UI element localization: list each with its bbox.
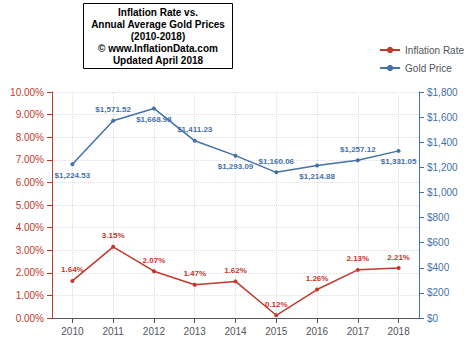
svg-text:$1,400: $1,400 (427, 137, 458, 148)
svg-text:$1,800: $1,800 (427, 87, 458, 98)
svg-text:1.00%: 1.00% (16, 290, 44, 301)
svg-text:1.64%: 1.64% (61, 265, 84, 274)
svg-text:$1,600: $1,600 (427, 112, 458, 123)
svg-text:2011: 2011 (102, 326, 124, 337)
svg-text:(2010-2018): (2010-2018) (131, 31, 185, 42)
svg-text:2015: 2015 (265, 326, 288, 337)
svg-text:$800: $800 (427, 212, 450, 223)
svg-text:2016: 2016 (306, 326, 329, 337)
svg-text:2014: 2014 (224, 326, 247, 337)
svg-text:1.62%: 1.62% (224, 266, 247, 275)
svg-text:$1,331.05: $1,331.05 (381, 157, 417, 166)
svg-text:$1,224.53: $1,224.53 (55, 171, 91, 180)
svg-text:Inflation Rate: Inflation Rate (405, 45, 464, 56)
svg-text:2017: 2017 (347, 326, 370, 337)
svg-text:2.21%: 2.21% (387, 253, 410, 262)
svg-text:2.07%: 2.07% (143, 256, 166, 265)
svg-text:2010: 2010 (61, 326, 84, 337)
svg-text:6.00%: 6.00% (16, 177, 44, 188)
svg-text:10.00%: 10.00% (10, 87, 44, 98)
svg-text:1.26%: 1.26% (306, 274, 329, 283)
svg-text:$1,293.09: $1,293.09 (218, 162, 254, 171)
svg-text:© www.InflationData.com: © www.InflationData.com (98, 43, 218, 54)
svg-text:$1,571.52: $1,571.52 (95, 105, 131, 114)
svg-text:4.00%: 4.00% (16, 222, 44, 233)
svg-text:$0: $0 (427, 313, 439, 324)
svg-text:0.12%: 0.12% (265, 300, 288, 309)
svg-text:2018: 2018 (387, 326, 410, 337)
svg-text:$1,160.06: $1,160.06 (258, 157, 294, 166)
svg-text:Inflation Rate vs.: Inflation Rate vs. (118, 7, 198, 18)
svg-text:9.00%: 9.00% (16, 109, 44, 120)
svg-text:$200: $200 (427, 287, 450, 298)
svg-text:$1,000: $1,000 (427, 187, 458, 198)
svg-text:2.00%: 2.00% (16, 267, 44, 278)
svg-text:$1,668.98: $1,668.98 (136, 115, 172, 124)
svg-text:2012: 2012 (143, 326, 166, 337)
svg-text:2013: 2013 (184, 326, 207, 337)
svg-text:7.00%: 7.00% (16, 154, 44, 165)
svg-text:$1,200: $1,200 (427, 162, 458, 173)
svg-text:2.13%: 2.13% (346, 254, 369, 263)
svg-text:$400: $400 (427, 262, 450, 273)
svg-text:3.15%: 3.15% (102, 231, 125, 240)
svg-text:Gold Price: Gold Price (405, 63, 452, 74)
svg-text:0.00%: 0.00% (16, 313, 44, 324)
svg-text:1.47%: 1.47% (183, 269, 206, 278)
svg-text:5.00%: 5.00% (16, 200, 44, 211)
svg-text:3.00%: 3.00% (16, 245, 44, 256)
svg-text:$600: $600 (427, 237, 450, 248)
svg-text:$1,257.12: $1,257.12 (340, 145, 376, 154)
svg-text:Updated April 2018: Updated April 2018 (113, 55, 204, 66)
svg-text:$1,411.23: $1,411.23 (177, 125, 213, 134)
svg-text:8.00%: 8.00% (16, 132, 44, 143)
svg-text:$1,214.88: $1,214.88 (299, 172, 335, 181)
svg-text:Annual Average Gold Prices: Annual Average Gold Prices (91, 19, 225, 30)
